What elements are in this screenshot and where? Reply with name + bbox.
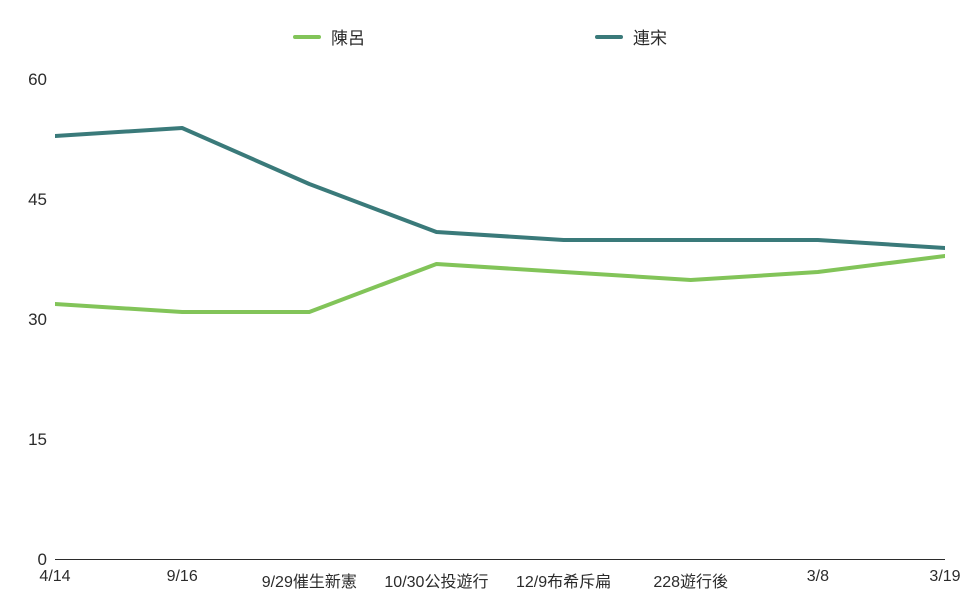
x-tick-label: 12/9布希斥扁 bbox=[516, 568, 611, 592]
x-tick-label: 3/19 bbox=[929, 568, 960, 586]
y-tick-label: 15 bbox=[7, 430, 47, 450]
x-tick-label: 10/30公投遊行 bbox=[384, 568, 488, 592]
x-tick-label: 228遊行後 bbox=[653, 568, 728, 592]
plot-area bbox=[55, 80, 945, 560]
line-chart: 陳呂 連宋 0 15 30 45 60 4/14 9/16 9/29催生新憲 10/30公投遊… bbox=[0, 0, 960, 612]
x-tick-label: 9/16 bbox=[167, 568, 198, 586]
y-tick-label: 60 bbox=[7, 70, 47, 90]
x-tick-label: 9/29催生新憲 bbox=[262, 568, 357, 592]
x-tick-label: 4/14 bbox=[39, 568, 70, 586]
y-tick-label: 45 bbox=[7, 190, 47, 210]
y-tick-label: 0 bbox=[7, 550, 47, 570]
chart-legend: 陳呂 連宋 bbox=[0, 24, 960, 49]
legend-swatch bbox=[293, 35, 321, 39]
legend-label: 連宋 bbox=[633, 24, 667, 49]
legend-item-series-2: 連宋 bbox=[595, 24, 667, 49]
legend-label: 陳呂 bbox=[331, 24, 365, 49]
legend-item-series-1: 陳呂 bbox=[293, 24, 365, 49]
y-tick-label: 30 bbox=[7, 310, 47, 330]
legend-swatch bbox=[595, 35, 623, 39]
series-line-2 bbox=[55, 128, 945, 248]
series-line-1 bbox=[55, 256, 945, 312]
x-tick-label: 3/8 bbox=[807, 568, 829, 586]
